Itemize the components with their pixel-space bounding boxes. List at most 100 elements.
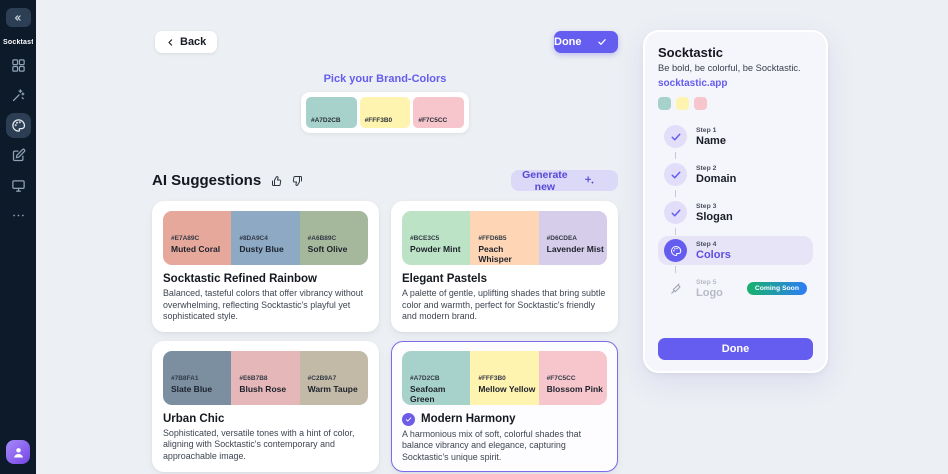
selected-check-icon [402, 412, 415, 426]
card-description: A harmonious mix of soft, colorful shade… [402, 428, 582, 462]
step-connector [675, 228, 676, 235]
chevrons-left-icon [6, 8, 31, 27]
done-button-panel[interactable]: Done [658, 338, 813, 360]
card-title: Socktastic Refined Rainbow [163, 273, 318, 285]
card-title-row: Elegant Pastels [402, 273, 607, 285]
step-name: Logo [696, 286, 723, 299]
ai-suggestions-title: AI Suggestions [152, 172, 262, 189]
done-button-top[interactable]: Done [554, 31, 618, 53]
edit-icon [11, 148, 26, 163]
summary-panel: Socktastic Be bold, be colorful, be Sock… [643, 30, 828, 373]
swatch-name: Slate Blue [171, 383, 213, 394]
swatch-name: Peach Whisper [478, 244, 512, 264]
swatch-hex: #A6B89C [307, 235, 337, 242]
step-label: Step 4 [696, 240, 717, 248]
step-label: Step 3 [696, 202, 717, 210]
sidebar-app-name: Socktastic [3, 39, 33, 46]
sidebar-item-presentation[interactable] [6, 173, 31, 198]
palette-cards-grid: #E7A89C Muted Coral #8DA9C4 Dusty Blue #A6B8… [152, 201, 618, 474]
swatch-name: Soft Olive [307, 244, 348, 254]
sidebar-item-edit[interactable] [6, 143, 31, 168]
brand-color-hex: #FFF3B0 [364, 117, 393, 124]
thumbs-down-icon[interactable] [291, 175, 303, 187]
sidebar: Socktastic [0, 0, 36, 474]
ai-suggestions-section: AI Suggestions Generate new #E7A89C Muted… [152, 169, 618, 474]
card-title: Elegant Pastels [402, 273, 488, 285]
swatch-hex: #7B8FA1 [171, 374, 199, 382]
swatch-name: Dusty Blue [239, 244, 284, 254]
suggestion-card[interactable]: #A7D2CB Seafoam Green #FFF3B0 Mellow Yellow… [391, 340, 618, 473]
sidebar-collapse-button[interactable] [5, 8, 31, 27]
swatch-name: Powder Mint [410, 244, 461, 254]
swatch-name: Blush Rose [239, 383, 287, 394]
card-title-row: Socktastic Refined Rainbow [163, 273, 368, 285]
step-texts: Step 2 Domain [696, 165, 736, 185]
feedback-buttons [271, 175, 303, 187]
back-button-label: Back [180, 36, 207, 48]
sparkle-plus-icon [573, 170, 607, 191]
suggestion-card[interactable]: #BCE3C5 Powder Mint #FFD6B5 Peach Whisper #D… [391, 201, 618, 332]
card-title-row: Urban Chic [163, 413, 368, 425]
user-avatar[interactable] [6, 440, 30, 464]
sidebar-item-dashboard[interactable] [6, 53, 31, 78]
swatch-hex: #BCE3C5 [410, 235, 440, 242]
summary-domain-link[interactable]: socktastic.app [658, 78, 728, 89]
sidebar-item-palette[interactable] [5, 113, 31, 138]
step-row-colors[interactable]: Step 4 Colors [658, 236, 813, 265]
step-row-name[interactable]: Step 1 Name [658, 122, 813, 151]
sidebar-item-magic-wand[interactable] [6, 83, 31, 108]
summary-color-chip [694, 97, 707, 110]
brand-picker-title: Pick your Brand-Colors [323, 73, 447, 85]
step-connector [675, 152, 676, 159]
brand-color-hex: #F7C5CC [418, 117, 448, 124]
palette-swatch: #E6B7B8 Blush Rose [231, 350, 300, 405]
swatch-hex: #8DA9C4 [239, 235, 268, 242]
generate-new-label: Generate new [522, 168, 568, 193]
step-row-logo[interactable]: Step 5 Logo Coming Soon [658, 274, 813, 303]
palette-swatch: #F7C5CC Blossom Pink [538, 350, 607, 405]
suggestion-card[interactable]: #7B8FA1 Slate Blue #E6B7B8 Blush Rose #C2B9A… [152, 340, 379, 473]
palette-swatch: #FFD6B5 Peach Whisper [470, 211, 539, 265]
summary-title: Socktastic [658, 45, 724, 60]
step-row-slogan[interactable]: Step 3 Slogan [658, 198, 813, 227]
step-name: Domain [696, 172, 737, 185]
step-texts: Step 4 Colors [696, 241, 731, 261]
palette-swatch: #FFF3B0 Mellow Yellow [470, 350, 539, 405]
step-name: Slogan [696, 210, 733, 223]
palette-strip: #BCE3C5 Powder Mint #FFD6B5 Peach Whisper #D… [402, 211, 607, 265]
swatch-hex: #A7D2CB [410, 374, 440, 382]
palette-strip: #7B8FA1 Slate Blue #E6B7B8 Blush Rose #C2B9A… [163, 350, 368, 405]
swatch-name: Mellow Yellow [478, 383, 536, 394]
palette-swatch: #D6CDEA Lavender Mist [538, 211, 607, 265]
back-button[interactable]: Back [155, 31, 218, 53]
swatch-hex: #D6CDEA [546, 235, 577, 242]
step-name: Colors [696, 248, 731, 261]
more-icon [11, 208, 26, 223]
palette-swatch: #BCE3C5 Powder Mint [402, 211, 471, 265]
palette-swatch: #E7A89C Muted Coral [163, 211, 232, 265]
summary-color-chip [658, 97, 671, 110]
palette-swatch: #A6B89C Soft Olive [299, 211, 368, 265]
card-title: Modern Harmony [421, 413, 516, 426]
thumbs-up-icon[interactable] [271, 175, 283, 187]
step-row-domain[interactable]: Step 2 Domain [658, 160, 813, 189]
check-icon [664, 125, 687, 148]
check-icon [587, 31, 619, 53]
step-connector [675, 190, 676, 197]
chevron-left-icon [166, 31, 175, 53]
card-title: Urban Chic [163, 412, 225, 425]
magic-wand-icon [11, 88, 26, 103]
brand-color-swatches: #A7D2CB #FFF3B0 #F7C5CC [301, 92, 469, 133]
step-texts: Step 5 Logo [696, 279, 723, 299]
palette-strip: #E7A89C Muted Coral #8DA9C4 Dusty Blue #A6B8… [163, 211, 368, 265]
brand-color-swatch[interactable]: #A7D2CB [306, 97, 357, 128]
check-icon [664, 201, 687, 224]
swatch-hex: #F7C5CC [546, 374, 576, 382]
suggestion-card[interactable]: #E7A89C Muted Coral #8DA9C4 Dusty Blue #A6B8… [152, 201, 379, 332]
generate-new-button[interactable]: Generate new [511, 168, 618, 193]
coming-soon-badge: Coming Soon [746, 282, 807, 295]
brand-color-swatch[interactable]: #F7C5CC [413, 97, 465, 128]
brand-color-swatch[interactable]: #FFF3B0 [359, 97, 411, 128]
sidebar-item-more[interactable] [6, 203, 31, 228]
